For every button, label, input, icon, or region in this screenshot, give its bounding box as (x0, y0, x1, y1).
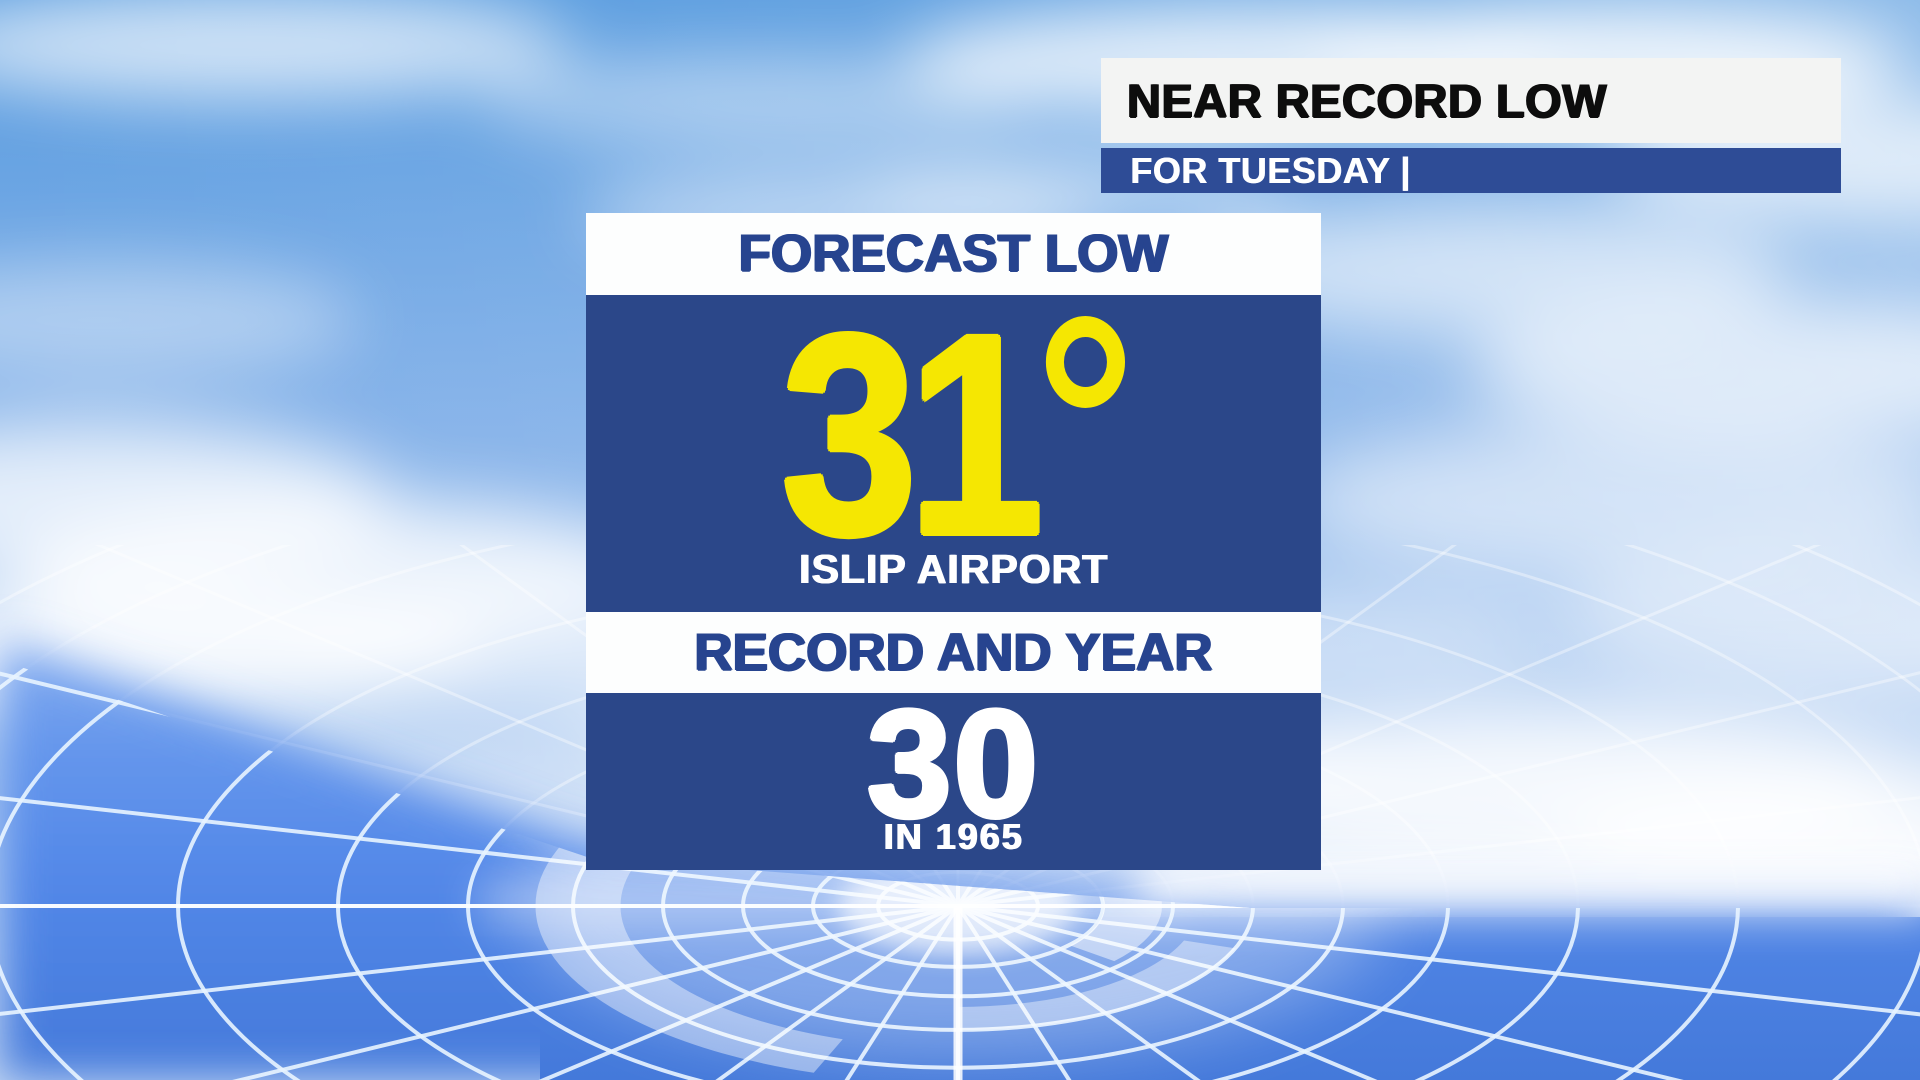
forecast-header: FORECAST LOW (586, 213, 1321, 295)
degree-symbol: ° (1046, 316, 1126, 408)
banner-title: NEAR RECORD LOW (1101, 58, 1841, 143)
forecast-temp-value: 31 (781, 276, 1044, 594)
record-temp-value: 30 (866, 679, 1041, 849)
record-header: RECORD AND YEAR (586, 612, 1321, 693)
banner-title-text: NEAR RECORD LOW (1127, 74, 1608, 127)
record-year-label: IN 1965 (883, 816, 1024, 857)
forecast-temperature: 31 ° (586, 293, 1321, 578)
forecast-card: FORECAST LOW 31 ° ISLIP AIRPORT RECORD A… (586, 213, 1321, 870)
banner-subtitle: FOR TUESDAY | (1101, 148, 1841, 193)
location-label: ISLIP AIRPORT (798, 546, 1109, 592)
banner-subtitle-text: FOR TUESDAY | (1130, 150, 1411, 191)
